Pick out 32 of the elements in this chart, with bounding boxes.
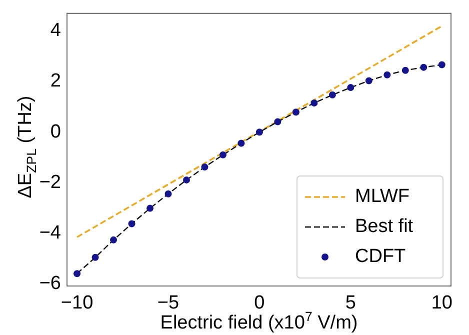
point (384, 71, 391, 78)
point (238, 140, 245, 147)
point (146, 204, 154, 212)
point (274, 118, 282, 126)
legend-label: CDFT (355, 246, 406, 268)
x-tick-label: −10 (60, 292, 94, 314)
point (219, 151, 226, 158)
point (420, 64, 428, 71)
point (182, 176, 190, 184)
point (328, 91, 336, 98)
y-tick-label: −4 (39, 222, 62, 244)
legend-label: Best fit (355, 216, 414, 238)
point (74, 270, 81, 278)
y-tick-label: 4 (50, 20, 62, 42)
point (201, 164, 208, 171)
point (310, 100, 318, 106)
point (347, 84, 354, 92)
point (164, 190, 172, 198)
y-tick-label: 2 (50, 70, 61, 92)
y-tick-label: −2 (39, 172, 61, 193)
point (256, 128, 263, 136)
point (365, 77, 372, 84)
point (402, 66, 409, 74)
y-tick-label: 0 (50, 121, 61, 142)
point (110, 236, 118, 244)
point (438, 61, 446, 68)
point (128, 220, 136, 228)
y-tick-label: −6 (39, 273, 61, 294)
point (292, 108, 300, 116)
x-tick-label: 10 (431, 292, 452, 314)
point (92, 254, 99, 261)
legend-label: MLWF (355, 186, 410, 208)
